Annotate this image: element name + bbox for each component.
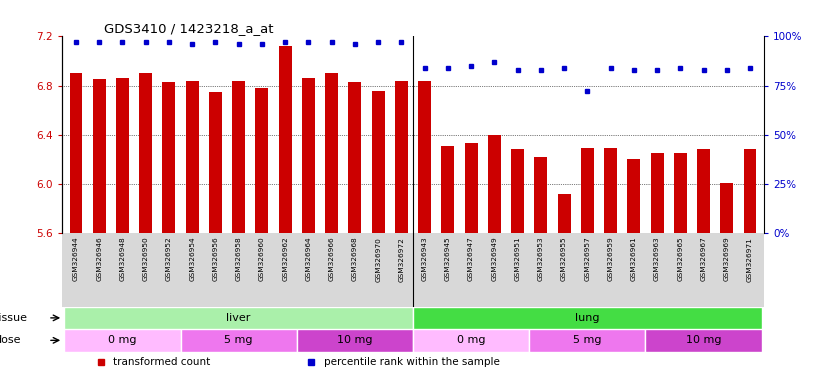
Bar — [604, 148, 617, 233]
Bar — [628, 159, 640, 233]
Text: GSM326971: GSM326971 — [747, 237, 753, 281]
Text: GSM326954: GSM326954 — [189, 237, 195, 281]
Bar — [69, 73, 83, 233]
Text: 0 mg: 0 mg — [457, 335, 486, 345]
Text: GSM326947: GSM326947 — [468, 237, 474, 281]
Text: GDS3410 / 1423218_a_at: GDS3410 / 1423218_a_at — [104, 22, 273, 35]
Text: GSM326967: GSM326967 — [700, 237, 706, 281]
Text: GSM326949: GSM326949 — [491, 237, 497, 281]
Bar — [325, 73, 338, 233]
Bar — [441, 146, 454, 233]
Text: transformed count: transformed count — [113, 357, 211, 367]
Text: GSM326968: GSM326968 — [352, 237, 358, 281]
Text: GSM326944: GSM326944 — [73, 237, 79, 281]
Bar — [278, 46, 292, 233]
Text: GSM326966: GSM326966 — [329, 237, 335, 281]
Text: GSM326955: GSM326955 — [561, 237, 567, 281]
Bar — [743, 149, 757, 233]
Text: GSM326952: GSM326952 — [166, 237, 172, 281]
Text: 5 mg: 5 mg — [573, 335, 601, 345]
Text: GSM326963: GSM326963 — [654, 237, 660, 281]
Bar — [534, 157, 548, 233]
Bar — [511, 149, 524, 233]
Bar — [413, 329, 529, 352]
Text: 0 mg: 0 mg — [108, 335, 136, 345]
Bar — [297, 329, 413, 352]
Bar — [413, 307, 762, 329]
Text: 5 mg: 5 mg — [225, 335, 253, 345]
Text: GSM326951: GSM326951 — [515, 237, 520, 281]
Text: GSM326957: GSM326957 — [584, 237, 591, 281]
Bar — [232, 81, 245, 233]
Text: GSM326945: GSM326945 — [445, 237, 451, 281]
Text: GSM326964: GSM326964 — [306, 237, 311, 281]
Text: 10 mg: 10 mg — [686, 335, 721, 345]
Bar — [64, 329, 181, 352]
Text: lung: lung — [575, 313, 600, 323]
Text: GSM326965: GSM326965 — [677, 237, 683, 281]
Bar — [645, 329, 762, 352]
Text: GSM326948: GSM326948 — [120, 237, 126, 281]
Bar — [163, 82, 175, 233]
Text: GSM326956: GSM326956 — [212, 237, 218, 281]
Bar — [349, 82, 361, 233]
Bar — [418, 81, 431, 233]
Bar — [581, 148, 594, 233]
Text: GSM326959: GSM326959 — [608, 237, 614, 281]
Bar — [558, 194, 571, 233]
Bar — [465, 143, 477, 233]
Bar — [140, 73, 152, 233]
Bar — [186, 81, 198, 233]
Text: percentile rank within the sample: percentile rank within the sample — [324, 357, 500, 367]
Bar — [255, 88, 268, 233]
Text: liver: liver — [226, 313, 251, 323]
Bar — [488, 135, 501, 233]
Text: GSM326950: GSM326950 — [143, 237, 149, 281]
Text: GSM326970: GSM326970 — [375, 237, 381, 281]
Bar — [395, 81, 408, 233]
Text: GSM326962: GSM326962 — [282, 237, 288, 281]
Text: GSM326961: GSM326961 — [631, 237, 637, 281]
Bar — [372, 91, 385, 233]
Text: 10 mg: 10 mg — [337, 335, 373, 345]
Text: GSM326972: GSM326972 — [398, 237, 405, 281]
Text: GSM326969: GSM326969 — [724, 237, 730, 281]
Bar — [529, 329, 645, 352]
Text: GSM326943: GSM326943 — [421, 237, 428, 281]
Text: dose: dose — [0, 335, 21, 345]
Bar — [209, 92, 222, 233]
Text: GSM326960: GSM326960 — [259, 237, 265, 281]
Bar — [674, 153, 686, 233]
Bar — [720, 183, 733, 233]
Bar — [181, 329, 297, 352]
Text: tissue: tissue — [0, 313, 27, 323]
Text: GSM326958: GSM326958 — [235, 237, 242, 281]
Text: GSM326953: GSM326953 — [538, 237, 544, 281]
Bar — [93, 79, 106, 233]
Bar — [697, 149, 710, 233]
Bar — [116, 78, 129, 233]
Bar — [651, 153, 663, 233]
Text: GSM326946: GSM326946 — [96, 237, 102, 281]
Bar — [302, 78, 315, 233]
Bar — [64, 307, 413, 329]
